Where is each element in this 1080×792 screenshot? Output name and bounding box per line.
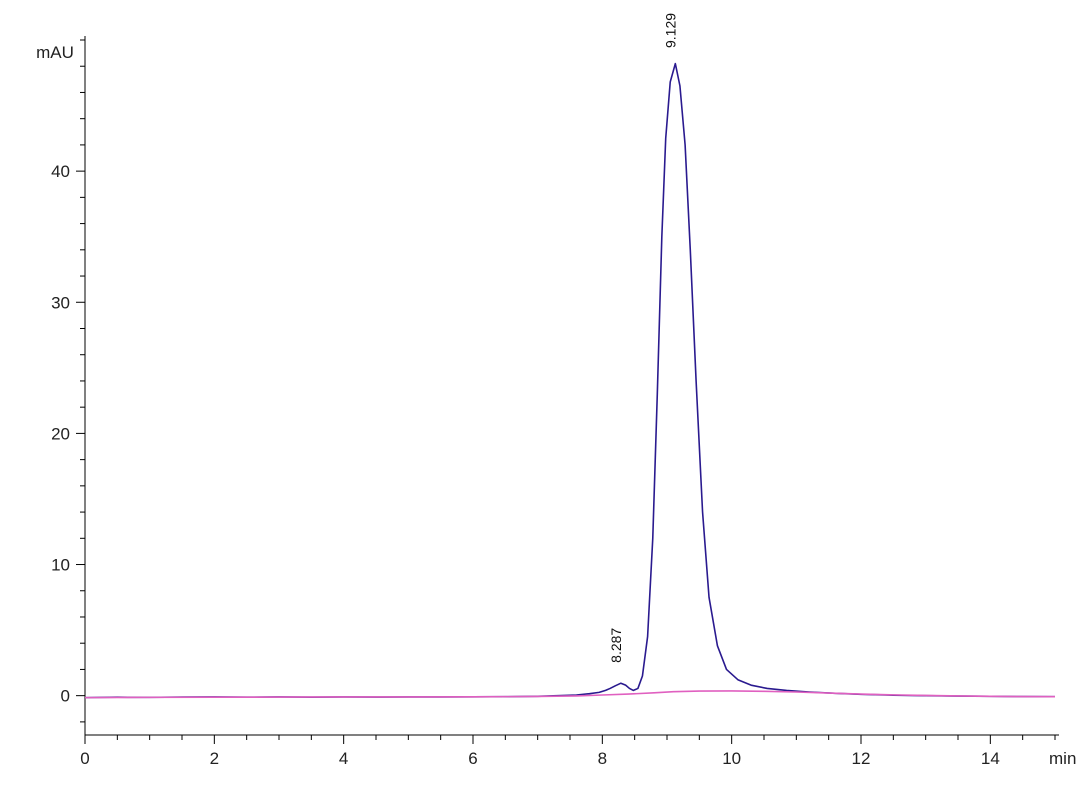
x-tick-label: 8 [598, 749, 607, 768]
x-tick-label: 4 [339, 749, 348, 768]
peak-label: 9.129 [662, 13, 678, 48]
x-tick-label: 6 [468, 749, 477, 768]
x-tick-label: 10 [722, 749, 741, 768]
x-tick-label: 14 [981, 749, 1000, 768]
series-baseline [85, 691, 1055, 698]
y-tick-label: 0 [61, 687, 70, 706]
y-axis-title: mAU [36, 43, 74, 62]
x-axis-title: min [1049, 749, 1076, 768]
y-tick-label: 40 [51, 162, 70, 181]
y-tick-label: 30 [51, 293, 70, 312]
x-tick-label: 12 [852, 749, 871, 768]
peak-label: 8.287 [608, 628, 624, 663]
chromatogram-chart: 0 2 4 6 8 10 12 14 min 0 10 20 30 40 mAU 8.287 9.129 [0, 0, 1080, 792]
x-tick-label: 0 [80, 749, 89, 768]
y-tick-label: 10 [51, 556, 70, 575]
series-signal [85, 64, 1055, 698]
x-tick-label: 2 [210, 749, 219, 768]
y-tick-label: 20 [51, 424, 70, 443]
chart-svg: 0 2 4 6 8 10 12 14 min 0 10 20 30 40 mAU 8.287 9.129 [0, 0, 1080, 792]
